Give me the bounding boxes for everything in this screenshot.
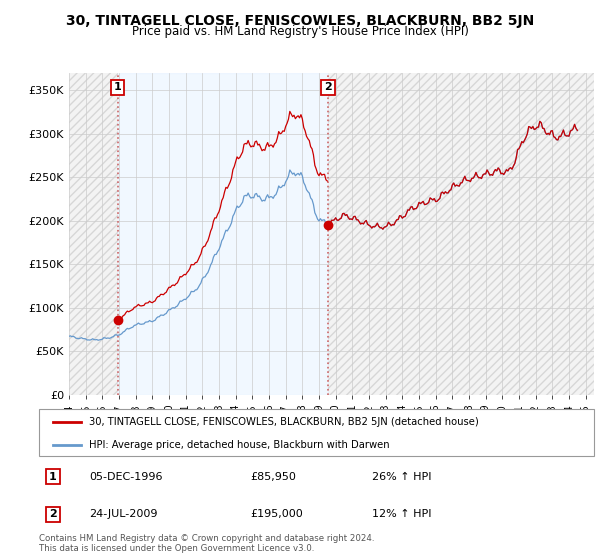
FancyBboxPatch shape xyxy=(39,409,594,456)
Text: 1: 1 xyxy=(114,82,121,92)
Text: Price paid vs. HM Land Registry's House Price Index (HPI): Price paid vs. HM Land Registry's House … xyxy=(131,25,469,38)
Text: 30, TINTAGELL CLOSE, FENISCOWLES, BLACKBURN, BB2 5JN (detached house): 30, TINTAGELL CLOSE, FENISCOWLES, BLACKB… xyxy=(89,417,479,427)
Text: 30, TINTAGELL CLOSE, FENISCOWLES, BLACKBURN, BB2 5JN: 30, TINTAGELL CLOSE, FENISCOWLES, BLACKB… xyxy=(66,14,534,28)
Text: 26% ↑ HPI: 26% ↑ HPI xyxy=(372,472,431,482)
Text: 1: 1 xyxy=(49,472,57,482)
Bar xyxy=(69,73,118,395)
Text: 05-DEC-1996: 05-DEC-1996 xyxy=(89,472,163,482)
Text: This data is licensed under the Open Government Licence v3.0.: This data is licensed under the Open Gov… xyxy=(39,544,314,553)
Text: £85,950: £85,950 xyxy=(250,472,296,482)
Text: HPI: Average price, detached house, Blackburn with Darwen: HPI: Average price, detached house, Blac… xyxy=(89,440,389,450)
Text: £195,000: £195,000 xyxy=(250,510,302,519)
Text: 24-JUL-2009: 24-JUL-2009 xyxy=(89,510,157,519)
Bar xyxy=(118,73,328,395)
Text: 2: 2 xyxy=(324,82,332,92)
Text: 12% ↑ HPI: 12% ↑ HPI xyxy=(372,510,431,519)
Text: Contains HM Land Registry data © Crown copyright and database right 2024.: Contains HM Land Registry data © Crown c… xyxy=(39,534,374,543)
Bar xyxy=(69,73,118,395)
Bar xyxy=(328,73,594,395)
Text: 2: 2 xyxy=(49,510,57,519)
